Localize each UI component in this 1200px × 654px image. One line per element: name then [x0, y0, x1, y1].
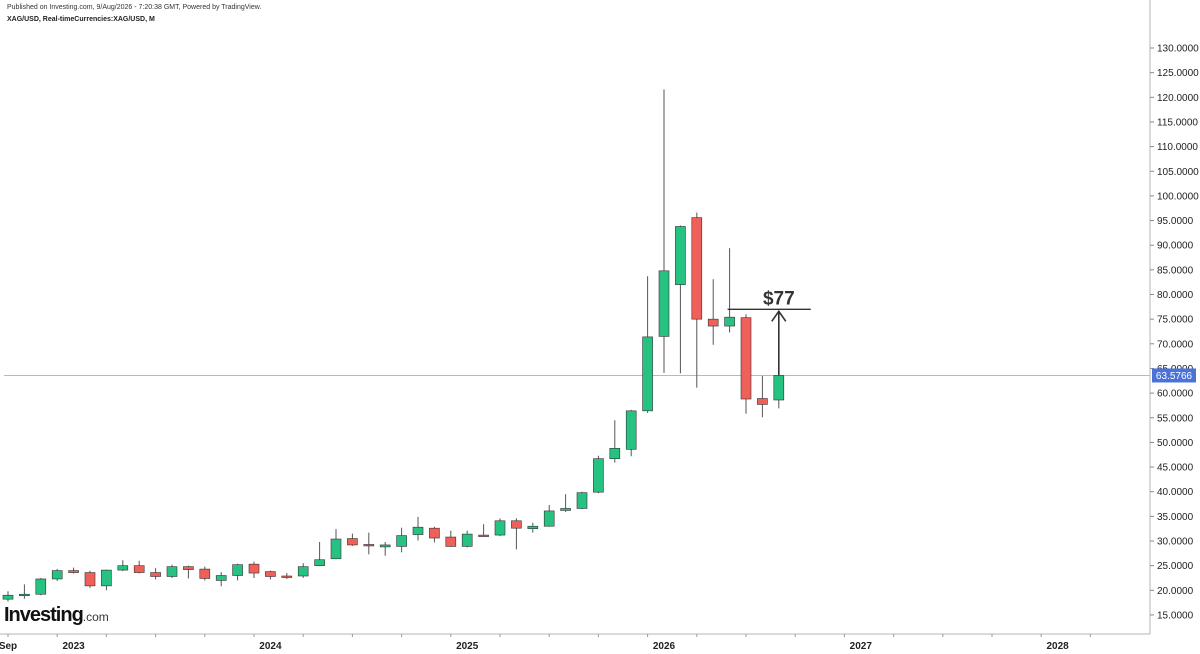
candle-body — [84, 572, 96, 587]
candle-body — [543, 510, 555, 527]
candle-body — [2, 594, 14, 600]
published-caption: Published on Investing.com, 9/Aug/2026 -… — [7, 4, 262, 11]
candle-body — [347, 538, 358, 546]
candle-body — [248, 563, 260, 574]
y-tick-label: 15.0000 — [1157, 610, 1194, 621]
candle-body — [68, 570, 79, 573]
candle-body — [445, 536, 457, 547]
candle-body — [330, 538, 342, 560]
y-tick-label: 80.0000 — [1157, 290, 1194, 301]
candle-body — [363, 544, 375, 547]
y-tick-label: 35.0000 — [1157, 512, 1194, 523]
investing-logo: Investing.com — [4, 604, 109, 627]
candle-body — [740, 317, 752, 400]
y-tick-label: 90.0000 — [1157, 241, 1194, 252]
candle-body — [412, 526, 424, 535]
candle-body — [429, 527, 440, 539]
x-tick-label: 2028 — [1046, 641, 1069, 652]
candle-body — [35, 578, 47, 595]
candle-body — [609, 448, 621, 459]
y-tick-label: 120.0000 — [1157, 93, 1199, 104]
x-tick-label: Sep — [0, 641, 17, 652]
y-tick-label: 20.0000 — [1157, 586, 1194, 597]
y-tick-label: 100.0000 — [1157, 191, 1199, 202]
x-tick-label: 2024 — [259, 641, 282, 652]
y-tick-label: 125.0000 — [1157, 68, 1199, 79]
candle-body — [642, 336, 653, 412]
candle-body — [117, 565, 129, 571]
y-tick-label: 45.0000 — [1157, 463, 1194, 474]
candle-body — [19, 593, 30, 597]
y-tick-label: 30.0000 — [1157, 537, 1194, 548]
candle-body — [199, 568, 211, 579]
candle-body — [511, 520, 522, 529]
candle-body — [215, 575, 227, 581]
y-tick-label: 70.0000 — [1157, 339, 1194, 350]
candle-body — [658, 270, 670, 337]
candle-body — [379, 544, 391, 548]
candle-body — [560, 508, 571, 511]
candle-body — [183, 566, 194, 570]
candle-body — [625, 410, 637, 450]
target-arrow-head — [771, 309, 787, 322]
candle-body — [691, 217, 703, 320]
x-tick-label: 2026 — [653, 641, 676, 652]
y-tick-label: 60.0000 — [1157, 389, 1194, 400]
candle-body — [133, 565, 145, 573]
y-tick-label: 50.0000 — [1157, 438, 1194, 449]
candle-body — [396, 535, 407, 547]
candle-body — [707, 318, 719, 327]
y-tick-label: 110.0000 — [1157, 142, 1198, 153]
candle-body — [101, 569, 112, 587]
y-tick-label: 130.0000 — [1157, 44, 1199, 55]
y-tick-label: 105.0000 — [1157, 167, 1199, 178]
x-tick-label: 2023 — [62, 641, 85, 652]
candle-body — [527, 525, 539, 529]
y-tick-label: 85.0000 — [1157, 265, 1194, 276]
candle-body — [757, 398, 768, 405]
candle-body — [297, 566, 309, 577]
candle-body — [281, 575, 293, 578]
candle-body — [478, 534, 489, 537]
candle-body — [773, 375, 785, 401]
candle-body — [150, 572, 161, 577]
y-tick-label: 55.0000 — [1157, 413, 1194, 424]
x-tick-label: 2027 — [850, 641, 873, 652]
logo-name: Investing — [4, 604, 84, 626]
candle-body — [724, 316, 735, 327]
y-tick-label: 115.0000 — [1157, 117, 1198, 128]
candle-body — [166, 566, 178, 577]
candle-body — [675, 226, 686, 285]
candle-body — [494, 520, 506, 536]
y-tick-label: 40.0000 — [1157, 487, 1194, 498]
y-tick-label: 25.0000 — [1157, 561, 1194, 572]
last-price-label: 63.5766 — [1156, 371, 1193, 382]
symbol-title: XAG/USD, Real-timeCurrencies:XAG/USD, M — [7, 16, 155, 23]
candle-body — [265, 571, 276, 577]
candle-body — [232, 564, 243, 576]
candle-body — [593, 458, 604, 493]
candle-body — [314, 559, 325, 566]
target-label: $77 — [763, 288, 795, 309]
candle-body — [51, 570, 63, 580]
y-tick-label: 95.0000 — [1157, 216, 1194, 227]
y-tick-label: 75.0000 — [1157, 315, 1194, 326]
last-price-box — [1152, 368, 1196, 383]
logo-suffix: .com — [82, 610, 109, 624]
x-tick-label: 2025 — [456, 641, 479, 652]
candle-body — [461, 533, 473, 547]
candle-body — [576, 492, 588, 509]
